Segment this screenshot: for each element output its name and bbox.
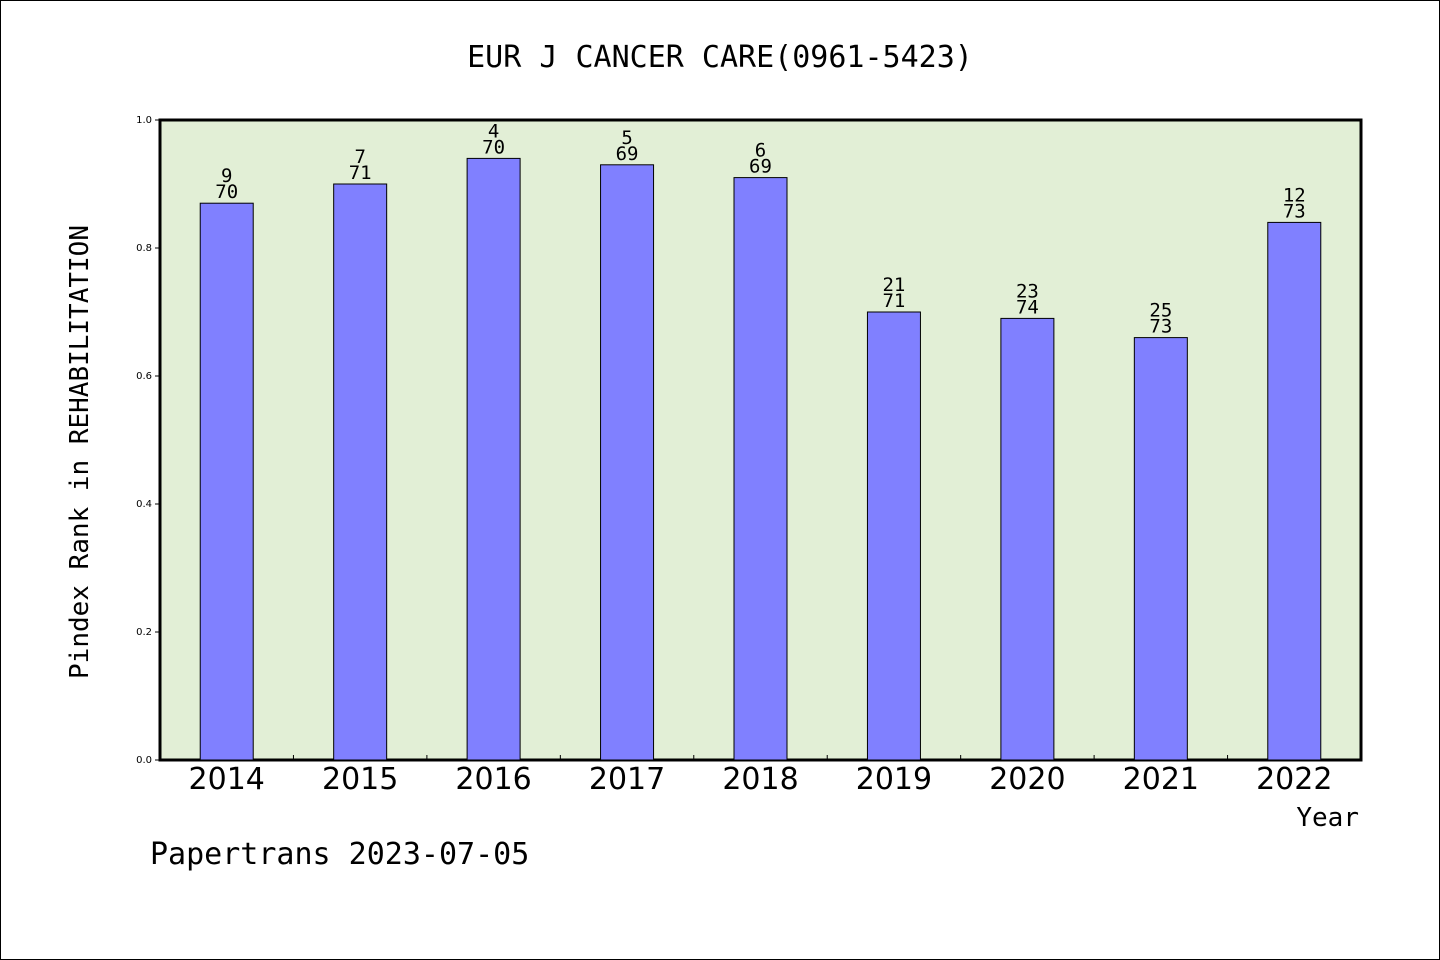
bar-rank-label: 9 <box>221 165 232 187</box>
bar-total-label: 73 <box>1283 200 1306 222</box>
x-tick-label: 2021 <box>1123 762 1199 797</box>
bar-2016 <box>466 157 521 761</box>
footer-credit: Papertrans 2023-07-05 <box>150 837 529 872</box>
bar-2022 <box>1267 221 1322 761</box>
bar-total-label: 71 <box>349 162 372 184</box>
bar-rank-label: 23 <box>1016 280 1039 302</box>
y-tick-label: 0.2 <box>136 627 152 638</box>
bar-2014 <box>199 202 254 761</box>
bar-total-label: 71 <box>882 290 905 312</box>
x-axis: 2014 2015 2016 2017 2018 2019 2020 2021 2022 <box>189 755 1332 797</box>
bar-2017 <box>600 164 655 761</box>
x-tick-label: 2020 <box>989 762 1065 797</box>
x-tick-label: 2014 <box>189 762 265 797</box>
bar-2018 <box>733 177 788 761</box>
y-tick-label: 0.4 <box>136 499 152 510</box>
x-tick-label: 2017 <box>589 762 665 797</box>
bar-rank-label: 5 <box>621 127 632 149</box>
bar-2020 <box>1000 317 1055 761</box>
bar-total-label: 69 <box>616 143 639 165</box>
bar-rank-label: 7 <box>354 146 365 168</box>
bar-total-label: 69 <box>749 156 772 178</box>
y-tick-label: 0.0 <box>136 755 152 766</box>
y-tick-label: 0.6 <box>136 371 152 382</box>
bar-2019 <box>866 311 921 761</box>
y-axis: 0.0 0.2 0.4 0.6 0.8 1.0 <box>136 115 160 766</box>
bar-total-label: 74 <box>1016 296 1039 318</box>
bar-rank-label: 12 <box>1283 184 1306 206</box>
x-tick-label: 2022 <box>1256 762 1332 797</box>
x-tick-label: 2016 <box>455 762 531 797</box>
chart-title: EUR J CANCER CARE(0961-5423) <box>467 40 973 75</box>
bar-rank-label: 4 <box>488 120 499 142</box>
bar-rank-label: 6 <box>755 140 766 162</box>
bar-rank-label: 25 <box>1149 300 1172 322</box>
bar-total-label: 70 <box>482 136 505 158</box>
x-axis-label: Year <box>1296 803 1359 833</box>
x-tick-label: 2018 <box>722 762 798 797</box>
y-tick-label: 0.8 <box>136 243 152 254</box>
y-axis-label: Pindex Rank in REHABILITATION <box>65 225 95 679</box>
bar-rank-label: 21 <box>882 274 905 296</box>
bar-total-label: 73 <box>1149 316 1172 338</box>
x-tick-label: 2015 <box>322 762 398 797</box>
bar-2021 <box>1133 337 1188 761</box>
bar-2015 <box>333 183 388 761</box>
y-tick-label: 1.0 <box>136 115 152 126</box>
x-tick-label: 2019 <box>856 762 932 797</box>
bar-total-label: 70 <box>215 181 238 203</box>
